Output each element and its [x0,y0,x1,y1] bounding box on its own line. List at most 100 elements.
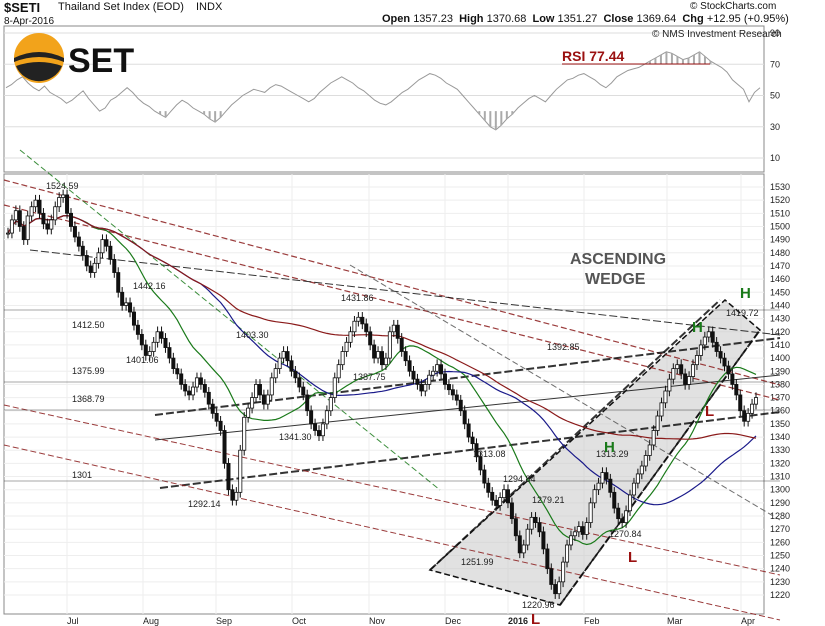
price-tick-label: 1320 [770,458,790,468]
candle-body [746,412,751,422]
price-tick-label: 1290 [770,498,790,508]
date-tick-label: Aug [143,616,159,626]
candle-body [683,373,688,385]
candle-body [57,197,62,208]
candle-body [68,212,73,227]
candle-body [25,215,30,241]
price-tick-label: 1530 [770,182,790,192]
candle-body [218,420,223,431]
candle-body [679,364,684,375]
date-tick-label: Nov [369,616,386,626]
logo-wave-icon [14,52,64,62]
high-low-mark: H [740,285,751,302]
rsi-tick-label: 10 [770,153,780,163]
price-tick-label: 1350 [770,419,790,429]
candle-body [285,351,290,362]
candle-body [21,226,26,241]
price-tick-label: 1390 [770,366,790,376]
date-tick-label: Dec [445,616,462,626]
high-label: High [459,13,484,25]
high-low-mark: L [628,549,637,566]
candle-body [576,526,581,533]
price-tick-label: 1270 [770,524,790,534]
candle-body [226,462,231,491]
candle-body [411,370,416,380]
price-tick-label: 1330 [770,445,790,455]
candle-body [580,526,585,535]
candle-body [691,364,696,377]
candle-body [265,394,270,405]
candle-body [663,390,668,404]
date-axis: Jul Aug Sep Oct Nov Dec 2016 Feb Mar Apr [67,616,755,626]
candle-body [254,384,259,398]
price-annotation: 1524.59 [46,181,79,191]
candle-body [474,443,479,458]
price-tick-label: 1240 [770,564,790,574]
candle-body [100,239,105,254]
candle-body [466,423,471,438]
trendline [19,149,441,491]
candle-body [435,364,440,372]
candle-body [383,357,388,366]
price-tick-label: 1250 [770,551,790,561]
candle-body [415,378,420,385]
candle-body [76,236,81,247]
rsi-tick-label: 50 [770,91,780,101]
candle-body [305,394,310,412]
trendline [3,404,781,576]
candle-body [624,510,629,524]
candle-body [667,378,672,392]
candle-body [269,377,274,396]
price-candles [6,189,759,599]
pattern-label-line1: ASCENDING [570,251,666,268]
trendline [29,249,781,336]
candle-body [659,402,664,417]
candle-body [726,365,731,375]
candle-body [112,258,117,273]
candle-body [364,323,369,333]
candle-body [238,449,243,493]
candle-body [261,394,266,405]
candle-body [242,416,247,451]
close-value: 1369.64 [636,13,677,25]
candle-body [120,291,125,306]
price-annotation: 1313.29 [596,449,629,459]
price-tick-label: 1480 [770,248,790,258]
candle-body [317,430,322,437]
high-low-mark: L [705,403,714,420]
candle-body [257,384,262,396]
candle-body [628,494,633,512]
candle-body [561,561,566,583]
candle-body [525,528,530,546]
rsi-label: RSI 77.44 [562,48,624,64]
candle-body [478,456,483,471]
candle-body [6,232,11,235]
candle-body [687,376,692,385]
price-tick-label: 1440 [770,300,790,310]
date-tick-label: Oct [292,616,307,626]
price-annotation: 1431.86 [341,293,374,303]
candle-body [502,489,507,499]
price-annotation: 1368.79 [72,394,105,404]
rsi-series [5,51,761,131]
candle-body [29,206,34,217]
low-value: 1351.27 [557,13,598,25]
candle-body [505,489,510,504]
candle-body [572,531,577,537]
price-tick-label: 1230 [770,577,790,587]
candle-body [730,373,735,385]
price-annotation: 1419.72 [726,308,759,318]
candle-body [344,341,349,352]
price-annotation: 1313.08 [473,449,506,459]
price-tick-label: 1280 [770,511,790,521]
candle-body [49,219,54,230]
price-tick-label: 1220 [770,590,790,600]
research-credit: © NMS Investment Research [652,29,782,40]
price-annotation: 1401.06 [126,355,159,365]
candle-body [549,568,554,585]
price-annotation: 1301 [72,470,92,480]
price-tick-label: 1430 [770,314,790,324]
price-annotation: 1220.96 [522,600,555,610]
candle-body [13,210,18,221]
index-name: Thailand Set Index (EOD) [58,1,184,13]
